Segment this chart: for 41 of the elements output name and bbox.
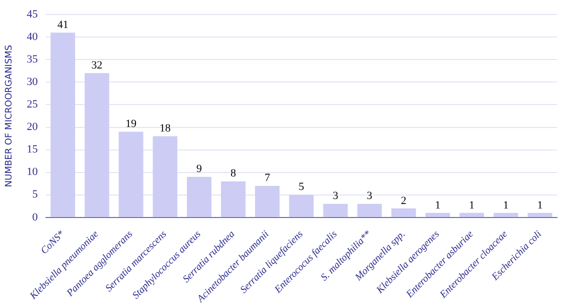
data-label: 19: [126, 118, 137, 130]
y-tick-label: 35: [26, 54, 38, 66]
data-label: 1: [537, 199, 543, 212]
y-axis-title: NUMBER OF MICROORGANISMS: [4, 44, 15, 188]
y-tick-label: 25: [26, 98, 38, 111]
data-label: 41: [57, 19, 68, 32]
bar: [118, 132, 144, 217]
data-label: 8: [230, 168, 236, 180]
bar: [323, 204, 348, 217]
y-tick-label: 15: [26, 144, 38, 156]
data-label: 5: [298, 181, 305, 194]
data-label: 3: [366, 190, 373, 202]
bar: [50, 32, 76, 217]
y-tick-label: 40: [26, 31, 38, 44]
data-label: 18: [160, 122, 172, 135]
y-tick-label: 20: [26, 121, 38, 134]
data-label: 7: [264, 172, 271, 184]
data-label: 9: [196, 163, 202, 176]
data-label: 3: [332, 190, 339, 202]
data-label: 2: [400, 194, 406, 207]
bar: [220, 181, 246, 217]
data-label: 1: [469, 199, 475, 212]
bar: [357, 204, 382, 217]
y-tick-label: 0: [32, 211, 38, 224]
y-tick-label: 10: [26, 166, 38, 178]
data-label: 1: [434, 199, 440, 212]
bar: [528, 212, 552, 217]
bar: [494, 212, 518, 217]
bar: [255, 186, 280, 217]
bar: [84, 73, 110, 217]
bar: [186, 176, 212, 217]
bar: [460, 212, 484, 217]
bar: [289, 194, 314, 217]
bar: [391, 208, 416, 217]
data-label: 1: [503, 199, 509, 212]
y-tick-label: 45: [26, 8, 38, 20]
y-tick-label: 5: [32, 188, 38, 201]
data-label: 32: [91, 60, 102, 72]
bar: [425, 212, 450, 217]
y-tick-label: 30: [26, 76, 38, 88]
bar: [152, 136, 178, 217]
